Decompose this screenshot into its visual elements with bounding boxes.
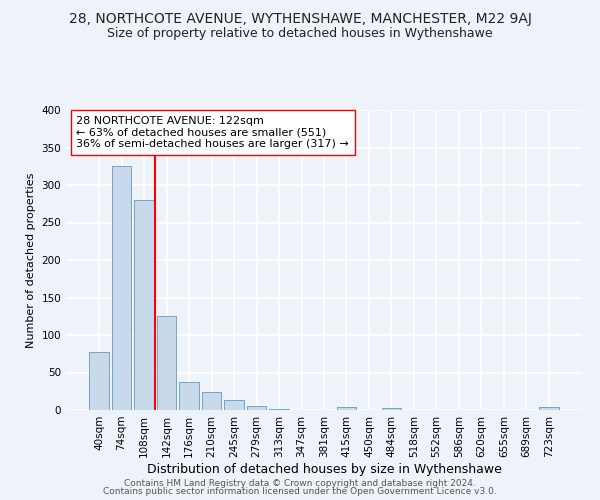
Bar [202, 392, 221, 410]
Text: Size of property relative to detached houses in Wythenshawe: Size of property relative to detached ho… [107, 28, 493, 40]
Text: 28 NORTHCOTE AVENUE: 122sqm
← 63% of detached houses are smaller (551)
36% of se: 28 NORTHCOTE AVENUE: 122sqm ← 63% of det… [76, 116, 349, 149]
Bar [269, 409, 289, 410]
Bar [112, 166, 131, 410]
Bar [224, 400, 244, 410]
Y-axis label: Number of detached properties: Number of detached properties [26, 172, 36, 348]
Text: Contains HM Land Registry data © Crown copyright and database right 2024.: Contains HM Land Registry data © Crown c… [124, 478, 476, 488]
Bar [247, 406, 266, 410]
Bar [382, 408, 401, 410]
Text: 28, NORTHCOTE AVENUE, WYTHENSHAWE, MANCHESTER, M22 9AJ: 28, NORTHCOTE AVENUE, WYTHENSHAWE, MANCH… [68, 12, 532, 26]
Bar [337, 407, 356, 410]
Bar [89, 352, 109, 410]
X-axis label: Distribution of detached houses by size in Wythenshawe: Distribution of detached houses by size … [146, 462, 502, 475]
Text: Contains public sector information licensed under the Open Government Licence v3: Contains public sector information licen… [103, 487, 497, 496]
Bar [539, 407, 559, 410]
Bar [134, 200, 154, 410]
Bar [157, 316, 176, 410]
Bar [179, 382, 199, 410]
